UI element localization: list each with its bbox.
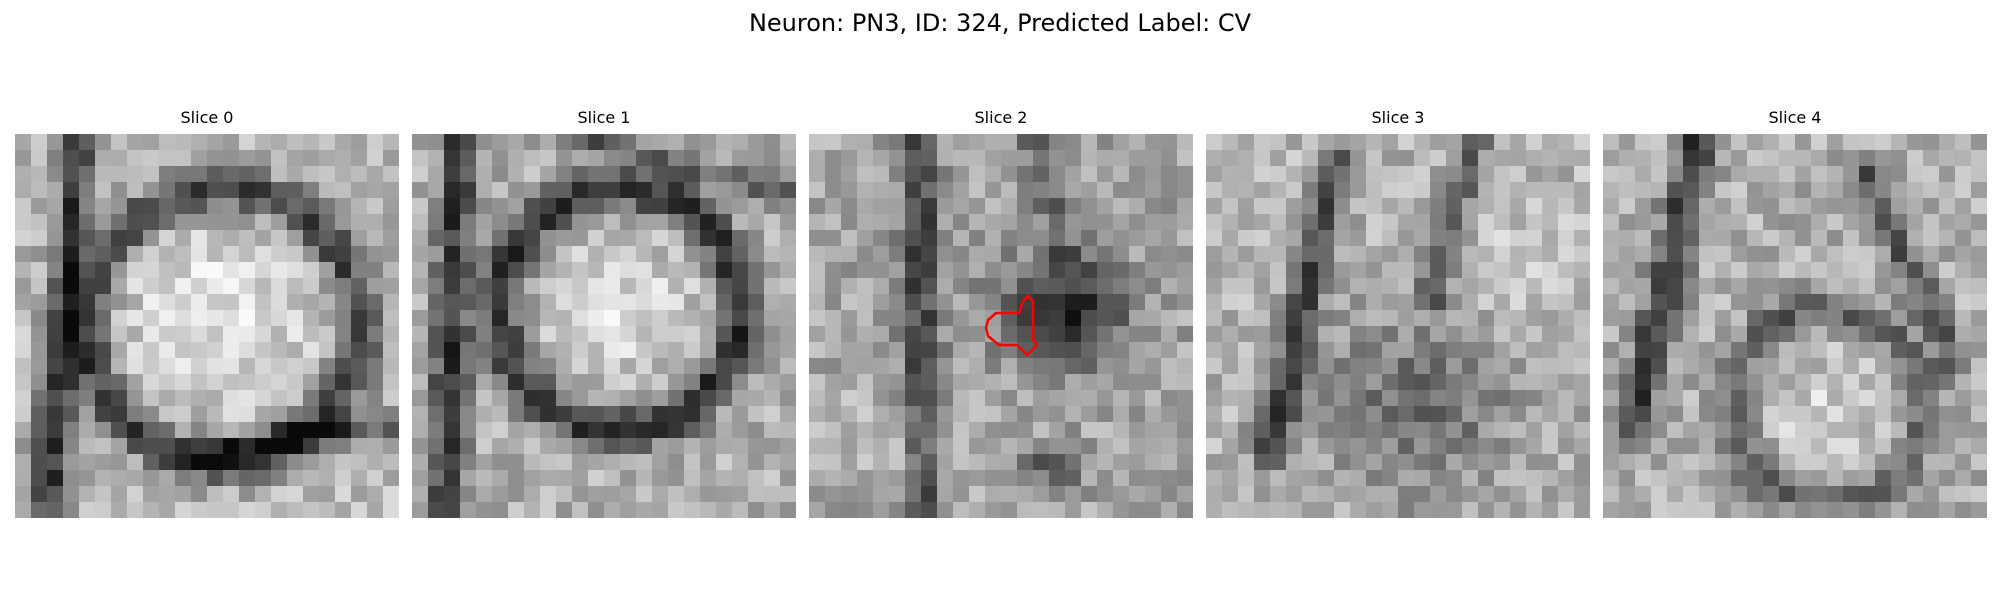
slice-title-4: Slice 4 <box>1768 108 1822 127</box>
slice-image-0 <box>15 134 399 518</box>
slice-title-3: Slice 3 <box>1371 108 1425 127</box>
slice-title-0: Slice 0 <box>180 108 234 127</box>
slice-panel-4: Slice 4 <box>1603 108 1987 518</box>
slice-image-3 <box>1206 134 1590 518</box>
microscopy-slice-2 <box>809 134 1193 518</box>
slice-image-1 <box>412 134 796 518</box>
slice-panel-0: Slice 0 <box>15 108 399 518</box>
microscopy-slice-3 <box>1206 134 1590 518</box>
slice-panel-1: Slice 1 <box>412 108 796 518</box>
microscopy-slice-4 <box>1603 134 1987 518</box>
slice-title-2: Slice 2 <box>974 108 1028 127</box>
microscopy-slice-0 <box>15 134 399 518</box>
microscopy-slice-1 <box>412 134 796 518</box>
slice-image-4 <box>1603 134 1987 518</box>
slice-panel-3: Slice 3 <box>1206 108 1590 518</box>
figure-title: Neuron: PN3, ID: 324, Predicted Label: C… <box>748 9 1252 37</box>
slice-panel-2: Slice 2 <box>809 108 1193 518</box>
slice-title-1: Slice 1 <box>577 108 631 127</box>
slice-image-2 <box>809 134 1193 518</box>
